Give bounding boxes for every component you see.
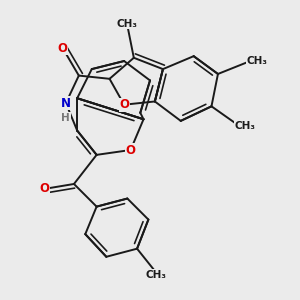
Text: CH₃: CH₃ [117, 19, 138, 29]
Text: O: O [58, 42, 68, 55]
Text: O: O [126, 143, 136, 157]
Text: CH₃: CH₃ [246, 56, 267, 66]
Text: CH₃: CH₃ [235, 121, 256, 131]
Text: O: O [40, 182, 50, 195]
Text: CH₃: CH₃ [146, 270, 167, 280]
Text: N: N [61, 97, 71, 110]
Text: O: O [119, 98, 129, 111]
Text: H: H [61, 112, 70, 123]
